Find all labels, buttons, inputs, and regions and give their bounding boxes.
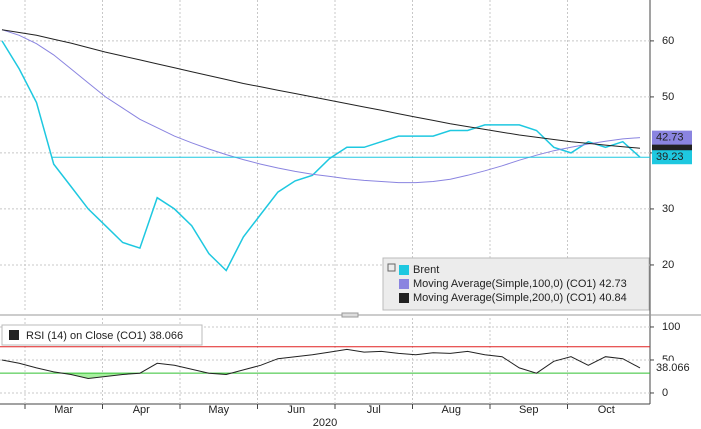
value-box-label: 39.23 — [656, 151, 684, 163]
rsi-swatch — [9, 330, 19, 340]
separator-handle[interactable] — [341, 312, 359, 318]
y-tick-label: 20 — [662, 259, 674, 271]
value-box-label: 42.73 — [656, 132, 684, 144]
legend-swatch — [399, 265, 409, 275]
x-tick-label: Oct — [598, 404, 615, 416]
legend-swatch — [399, 279, 409, 289]
oversold-area — [62, 373, 537, 379]
y-tick-label: 100 — [662, 321, 680, 333]
x-tick-label: Jun — [287, 404, 305, 416]
legend-label: Moving Average(Simple,200,0) (CO1) 40.84 — [413, 292, 627, 304]
y-tick-label: 0 — [662, 387, 668, 399]
legend-label: Moving Average(Simple,100,0) (CO1) 42.73 — [413, 278, 627, 290]
legend-box — [382, 257, 650, 311]
x-tick-label: Aug — [441, 404, 461, 416]
series-line — [1, 29, 641, 149]
legend-label: Brent — [413, 264, 439, 276]
x-tick-label: Apr — [133, 404, 150, 416]
series-line — [1, 348, 641, 380]
legend-collapse[interactable] — [387, 263, 396, 272]
year-label: 2020 — [313, 417, 337, 429]
y-tick-label: 60 — [662, 35, 674, 47]
rsi-title-box — [1, 324, 203, 346]
legend: Brent Moving Average(Simple,100,0) (CO1) … — [382, 257, 650, 311]
x-tick-label: May — [208, 404, 229, 416]
value-box-label: 38.066 — [656, 362, 690, 374]
series-line — [1, 40, 641, 272]
value-box — [652, 360, 692, 375]
y-tick-label: 50 — [662, 91, 674, 103]
legend-swatch — [399, 293, 409, 303]
x-tick-label: Jul — [367, 404, 381, 416]
y-tick-label: 30 — [662, 203, 674, 215]
x-tick-label: Sep — [519, 404, 539, 416]
rsi-title: RSI (14) on Close (CO1) 38.066 — [26, 330, 183, 342]
x-tick-label: Mar — [54, 404, 73, 416]
value-box — [652, 150, 692, 165]
value-box — [652, 130, 692, 145]
series-line — [1, 29, 641, 184]
